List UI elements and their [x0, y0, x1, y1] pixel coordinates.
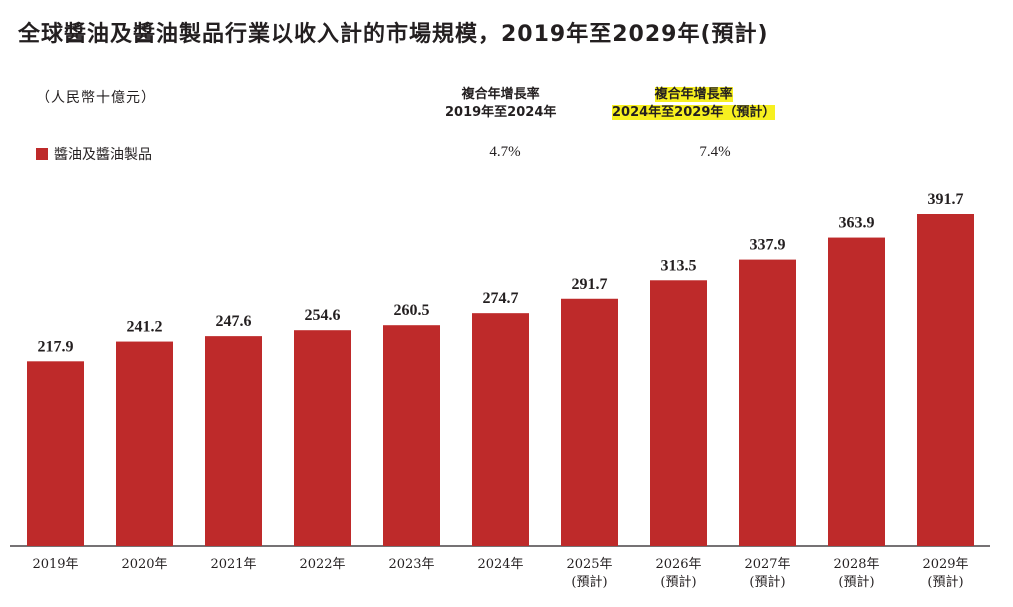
x-tick-label: 2027年: [744, 557, 790, 572]
x-tick-label: 2022年: [299, 557, 345, 572]
data-label: 217.9: [38, 338, 74, 355]
cagr-header-line2: 2019年至2024年: [445, 105, 557, 120]
x-tick-label: (預計): [571, 574, 607, 590]
data-label: 274.7: [483, 290, 519, 307]
legend: 醬油及醬油製品: [36, 144, 152, 164]
x-tick-label: 2029年: [922, 557, 968, 572]
x-tick-label: (預計): [660, 574, 696, 590]
cagr-value-historical: 4.7%: [489, 144, 521, 160]
cagr-header-historical: 複合年增長率 2019年至2024年: [445, 86, 556, 122]
unit-label: （人民幣十億元）: [36, 90, 156, 106]
data-label: 363.9: [839, 215, 875, 232]
bar: [917, 214, 974, 546]
data-label: 254.6: [305, 307, 341, 324]
x-tick-label: (預計): [838, 574, 874, 590]
cagr-header-line2-row: 2024年至2029年（預計）: [612, 104, 776, 122]
bar: [472, 313, 529, 546]
legend-swatch: [36, 148, 48, 160]
data-label: 313.5: [661, 257, 697, 274]
x-tick-label: 2028年: [833, 557, 879, 572]
data-label: 247.6: [216, 313, 252, 330]
cagr-header-forecast: 複合年增長率 2024年至2029年（預計）: [612, 86, 776, 122]
cagr-header-line1: 複合年增長率: [654, 87, 733, 102]
x-tick-label: 2024年: [477, 557, 523, 572]
data-label: 391.7: [928, 191, 964, 208]
x-tick-label: 2023年: [388, 557, 434, 572]
cagr-value-forecast: 7.4%: [699, 144, 731, 160]
bar: [116, 341, 173, 546]
bar: [294, 330, 351, 546]
cagr-header-line2: 2024年至2029年（預計）: [612, 105, 776, 120]
bar: [650, 280, 707, 546]
bar: [383, 325, 440, 546]
bar: [739, 259, 796, 546]
x-tick-label: 2026年: [655, 557, 701, 572]
data-label: 260.5: [394, 302, 430, 319]
chart-title: 全球醬油及醬油製品行業以收入計的市場規模，2019年至2029年(預計): [18, 22, 769, 47]
bar: [27, 361, 84, 546]
bar: [205, 336, 262, 546]
cagr-header-line1-row: 複合年增長率: [612, 86, 775, 104]
data-label: 291.7: [572, 276, 608, 293]
x-tick-label: 2019年: [32, 557, 78, 572]
data-label: 241.2: [127, 319, 163, 336]
data-label: 337.9: [750, 237, 786, 254]
x-tick-label: 2020年: [121, 557, 167, 572]
cagr-header-line1: 複合年增長率: [461, 87, 540, 102]
bar: [828, 237, 885, 546]
bar: [561, 298, 618, 546]
x-tick-label: (預計): [927, 574, 963, 590]
x-tick-label: 2025年: [566, 557, 612, 572]
x-tick-label: (預計): [749, 574, 785, 590]
legend-label: 醬油及醬油製品: [54, 147, 152, 163]
x-tick-label: 2021年: [210, 557, 256, 572]
